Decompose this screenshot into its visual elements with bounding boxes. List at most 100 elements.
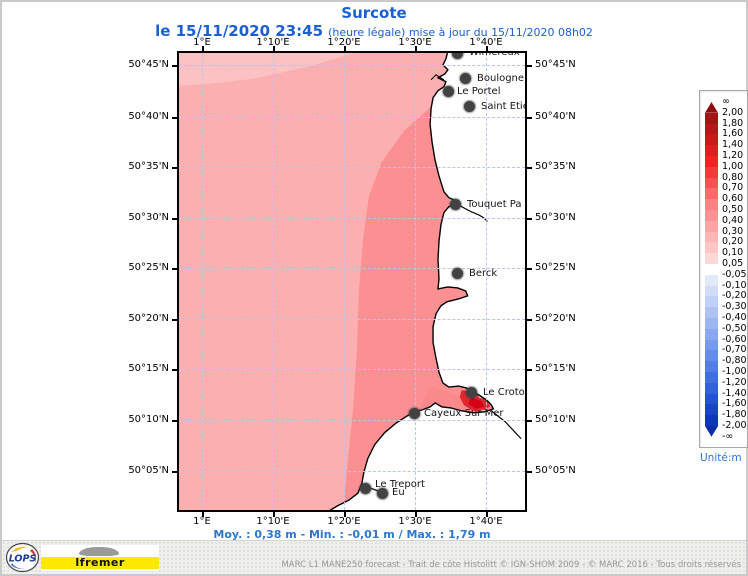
stats-line: Moy. : 0,38 m - Min. : -0,01 m / Max. : … bbox=[213, 528, 491, 541]
tick-mark bbox=[415, 512, 417, 517]
tick-mark bbox=[486, 46, 488, 51]
colorbar-cell bbox=[705, 102, 718, 113]
forecast-datetime: le 15/11/2020 23:45 bbox=[155, 22, 324, 40]
tick-mark bbox=[172, 117, 177, 119]
colorbar-cell bbox=[705, 393, 718, 405]
colorbar-cell bbox=[705, 274, 718, 286]
tick-mark bbox=[273, 46, 275, 51]
lon-tick-label-top: 1°20'E bbox=[327, 37, 361, 48]
colorbar-tick-label: 0,60 bbox=[722, 193, 744, 205]
tick-mark bbox=[527, 268, 532, 270]
colorbar-tick-label: ∞ bbox=[722, 96, 730, 107]
lops-logo: LOPS bbox=[5, 542, 40, 573]
lon-tick-label-top: 1°40'E bbox=[469, 37, 503, 48]
somme-channel bbox=[491, 410, 522, 440]
lon-tick-label-bottom: 1°30'E bbox=[398, 516, 432, 527]
tick-mark bbox=[527, 471, 532, 473]
colorbar-cell bbox=[705, 350, 718, 362]
colorbar-tick-label: 0,20 bbox=[722, 236, 744, 248]
colorbar-cell bbox=[705, 318, 718, 329]
colorbar-tick-label: 1,60 bbox=[722, 128, 744, 140]
colorbar-tick-label: 0,10 bbox=[722, 247, 744, 259]
colorbar-tick-label: 2,00 bbox=[722, 106, 744, 118]
lat-tick-label-left: 50°35'N bbox=[128, 161, 169, 172]
tick-mark bbox=[527, 369, 532, 371]
tick-mark bbox=[202, 512, 204, 517]
tick-mark bbox=[273, 512, 275, 517]
lat-tick-label-left: 50°10'N bbox=[128, 414, 169, 425]
ifremer-logo-text: Ifremer bbox=[75, 556, 125, 569]
lat-tick-label-right: 50°25'N bbox=[535, 262, 576, 273]
colorbar-cell bbox=[705, 426, 718, 437]
colorbar-cell bbox=[705, 285, 718, 297]
colorbar-cell bbox=[705, 134, 718, 146]
lon-tick-label-bottom: 1°20'E bbox=[327, 516, 361, 527]
lon-tick-label-top: 1°E bbox=[193, 37, 211, 48]
tick-mark bbox=[344, 46, 346, 51]
lon-tick-label-bottom: 1°E bbox=[193, 516, 211, 527]
lat-tick-label-right: 50°15'N bbox=[535, 363, 576, 374]
colorbar-cell bbox=[705, 404, 718, 416]
colorbar-cell bbox=[705, 372, 718, 383]
lat-tick-label-right: 50°45'N bbox=[535, 59, 576, 70]
colorbar-tick-label: -∞ bbox=[722, 430, 734, 442]
boulogne-jetty bbox=[430, 74, 445, 81]
tick-mark bbox=[172, 420, 177, 422]
colorbar-cell bbox=[705, 166, 718, 178]
colorbar-tick-label: -0,80 bbox=[722, 355, 747, 367]
colorbar-cell bbox=[705, 112, 718, 124]
lops-logo-text: LOPS bbox=[9, 554, 37, 565]
colorbar-cell bbox=[705, 199, 718, 210]
colorbar-tick-label: -0,30 bbox=[722, 301, 747, 313]
colorbar-tick-label: -0,05 bbox=[722, 268, 747, 280]
lat-tick-label-left: 50°40'N bbox=[128, 111, 169, 122]
update-info: (heure légale) mise à jour du 15/11/2020… bbox=[328, 26, 593, 39]
lat-tick-label-right: 50°40'N bbox=[535, 111, 576, 122]
colorbar-cell bbox=[705, 177, 718, 189]
colorbar-cell bbox=[705, 361, 718, 372]
lat-tick-label-right: 50°35'N bbox=[535, 161, 576, 172]
tick-mark bbox=[527, 65, 532, 67]
lon-tick-label-top: 1°10'E bbox=[256, 37, 290, 48]
ifremer-logo: Ifremer bbox=[41, 545, 159, 571]
tick-mark bbox=[415, 46, 417, 51]
lon-tick-label-bottom: 1°10'E bbox=[256, 516, 290, 527]
subtitle: le 15/11/2020 23:45 (heure légale) mise … bbox=[2, 21, 746, 40]
colorbar-tick-label: -0,50 bbox=[722, 322, 747, 334]
lat-tick-label-left: 50°05'N bbox=[128, 465, 169, 476]
lat-tick-label-right: 50°30'N bbox=[535, 212, 576, 223]
colorbar-cell bbox=[705, 415, 718, 426]
unit-label: Unité:m bbox=[700, 452, 742, 464]
colorbar-cell bbox=[705, 264, 718, 275]
colorbar-tick-label: 1,40 bbox=[722, 139, 744, 151]
tick-mark bbox=[344, 512, 346, 517]
colorbar-tick-label: -0,70 bbox=[722, 344, 747, 356]
lat-tick-label-right: 50°20'N bbox=[535, 313, 576, 324]
sea-light-zone bbox=[179, 53, 354, 86]
colorbar-tick-label: -0,40 bbox=[722, 312, 747, 323]
lat-tick-label-right: 50°10'N bbox=[535, 414, 576, 425]
tick-mark bbox=[527, 420, 532, 422]
colorbar-tick-label: 0,70 bbox=[722, 182, 744, 194]
page-title: Surcote bbox=[341, 4, 407, 22]
tick-mark bbox=[172, 218, 177, 220]
lat-tick-label-left: 50°45'N bbox=[128, 59, 169, 70]
colorbar-cell bbox=[705, 296, 718, 308]
colorbar-cell bbox=[705, 339, 718, 351]
tick-mark bbox=[486, 512, 488, 517]
colorbar-panel: ∞ 2,00 1,80 1,60 1,40 1,20 1,00 0,80 0,70 0,60 0,5… bbox=[699, 90, 748, 448]
lat-tick-label-left: 50°20'N bbox=[128, 313, 169, 324]
lon-tick-label-top: 1°30'E bbox=[398, 37, 432, 48]
colorbar-tick-label: 1,20 bbox=[722, 150, 744, 161]
tick-mark bbox=[172, 65, 177, 67]
colorbar-tick-label: -0,60 bbox=[722, 333, 747, 345]
colorbar-tick-label: -0,20 bbox=[722, 290, 747, 302]
colorbar-tick-label: 0,05 bbox=[722, 258, 744, 269]
colorbar-cell bbox=[705, 210, 718, 221]
lon-tick-label-bottom: 1°40'E bbox=[469, 516, 503, 527]
credit-text: MARC L1 MANE250 forecast - Trait de côte… bbox=[281, 560, 741, 570]
colorbar-tick-label: 0,80 bbox=[722, 171, 744, 183]
tick-mark bbox=[172, 167, 177, 169]
